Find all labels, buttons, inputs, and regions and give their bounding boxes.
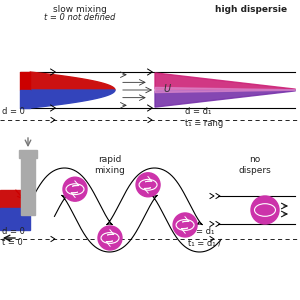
Text: d = 0: d = 0 (2, 107, 25, 116)
Bar (19, 150, 37, 158)
Circle shape (63, 177, 87, 201)
Polygon shape (30, 90, 115, 108)
Text: slow mixing: slow mixing (53, 5, 107, 14)
Text: rapid
mixing: rapid mixing (94, 155, 125, 175)
Polygon shape (155, 90, 295, 107)
Polygon shape (155, 73, 295, 90)
Text: t₁ = d₁ /: t₁ = d₁ / (188, 238, 221, 247)
Text: d = 0: d = 0 (2, 227, 25, 236)
Text: no
dispers: no dispers (238, 155, 272, 175)
Circle shape (98, 226, 122, 250)
Bar (0, 190, 30, 208)
Polygon shape (30, 72, 115, 90)
Text: t₁ = rang: t₁ = rang (185, 119, 223, 128)
Polygon shape (29, 168, 221, 252)
Polygon shape (155, 87, 295, 93)
Bar (20, 90, 30, 108)
Text: d = d₁: d = d₁ (185, 107, 212, 116)
Circle shape (173, 213, 197, 237)
Text: high dispersie: high dispersie (215, 5, 287, 14)
Text: $U$: $U$ (163, 82, 172, 94)
Bar (20, 72, 30, 90)
Circle shape (136, 173, 160, 197)
Text: t = 0: t = 0 (2, 238, 23, 247)
Circle shape (251, 196, 279, 224)
Text: t = 0 not defined: t = 0 not defined (44, 13, 116, 22)
Text: d = d₁: d = d₁ (188, 227, 214, 236)
Bar (0, 208, 30, 230)
Bar (21, 155, 35, 215)
